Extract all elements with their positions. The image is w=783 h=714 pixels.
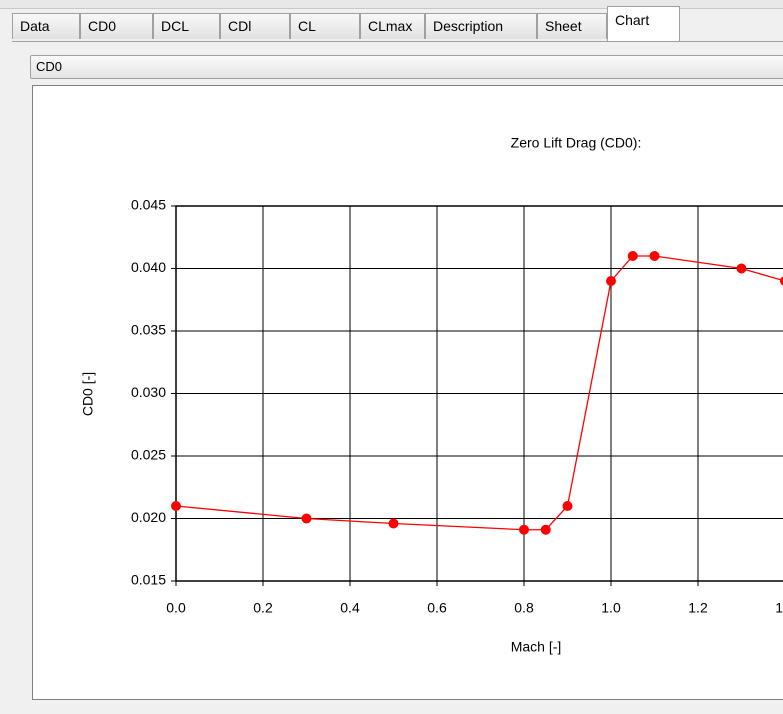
- panel-header: CD0: [30, 55, 783, 79]
- y-tick-label: 0.025: [131, 447, 166, 463]
- data-point: [736, 263, 747, 274]
- chart-frame: Zero Lift Drag (CD0): Mach [-] CD0 [-] 0…: [32, 85, 783, 700]
- tab[interactable]: DCL: [153, 13, 220, 39]
- x-tick-label: 0.4: [340, 600, 360, 616]
- y-axis-label: CD0 [-]: [80, 372, 96, 416]
- x-tick-label: 0.6: [427, 600, 447, 616]
- y-tick-label: 0.035: [131, 322, 166, 338]
- x-tick-label: 1.4: [775, 600, 783, 616]
- data-point: [388, 518, 399, 529]
- tab[interactable]: CD0: [80, 13, 153, 39]
- x-tick-label: 1.2: [688, 600, 708, 616]
- chart-title: Zero Lift Drag (CD0):: [511, 135, 642, 151]
- tab[interactable]: CL: [290, 13, 360, 39]
- y-tick-label: 0.015: [131, 572, 166, 588]
- data-point: [519, 524, 529, 535]
- y-tick-label: 0.030: [131, 384, 166, 400]
- x-tick-label: 1.0: [601, 600, 621, 616]
- tab[interactable]: Chart: [607, 6, 680, 41]
- tab[interactable]: CDl: [220, 13, 290, 39]
- data-point: [562, 501, 573, 511]
- x-axis-label: Mach [-]: [511, 639, 562, 655]
- plot-border: [175, 205, 783, 582]
- x-tick-label: 0.8: [514, 600, 534, 616]
- data-line: [175, 255, 783, 531]
- y-tick-label: 0.020: [131, 509, 166, 525]
- chart: Zero Lift Drag (CD0): Mach [-] CD0 [-] 0…: [80, 135, 783, 655]
- y-tick-label: 0.040: [131, 259, 166, 275]
- tab[interactable]: Data: [12, 13, 80, 39]
- tab-bar: Data CD0 DCL CDl CL CLmax Description Sheet Char…: [12, 6, 783, 42]
- data-point: [649, 251, 660, 261]
- data-point: [171, 501, 181, 511]
- window-top: [0, 0, 783, 9]
- data-point: [540, 524, 551, 535]
- tab[interactable]: Sheet: [537, 13, 607, 39]
- tab[interactable]: CLmax: [360, 13, 425, 39]
- y-tick-label: 0.045: [131, 197, 166, 213]
- data-point: [301, 513, 312, 524]
- x-tick-label: 0.2: [253, 600, 273, 616]
- data-point: [606, 276, 616, 286]
- tab[interactable]: Description: [425, 13, 537, 39]
- data-point: [780, 276, 783, 286]
- x-tick-label: 0.0: [166, 600, 186, 616]
- data-point: [627, 251, 638, 261]
